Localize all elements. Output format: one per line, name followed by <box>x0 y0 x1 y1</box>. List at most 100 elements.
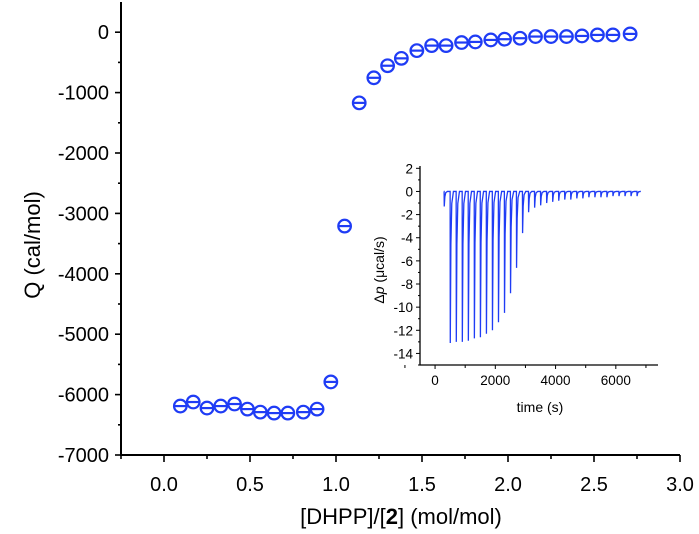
inset-plot: 2 0 -2 -4 -6 -8 -10 -12 -14 0 2000 4000 6000 <box>393 161 658 388</box>
data-point <box>605 27 621 43</box>
y-tick-label: -5000 <box>58 324 109 346</box>
inset-ylabel: Δp (μcal/s) <box>371 236 387 303</box>
data-point-circle <box>252 404 268 420</box>
data-point <box>185 394 201 410</box>
data-point <box>380 58 396 74</box>
inset-y-tick-label: -2 <box>401 208 413 223</box>
inset-y-tick-label: -14 <box>393 346 413 361</box>
inset-x-tick-label: 0 <box>431 373 439 388</box>
data-point <box>512 30 528 46</box>
data-point-circle <box>280 405 296 421</box>
data-point <box>240 401 255 417</box>
data-point <box>497 31 512 47</box>
data-point-circle <box>512 30 528 46</box>
data-point-circle <box>213 398 229 414</box>
y-tick-label: -6000 <box>58 385 109 407</box>
data-point <box>559 29 574 44</box>
data-point-circle <box>351 95 367 111</box>
data-point-circle <box>172 398 188 414</box>
inset-y-tick-label: -10 <box>393 300 413 315</box>
inset-y-tick-label: -4 <box>401 231 413 246</box>
data-point-circle <box>295 404 311 420</box>
data-point <box>227 396 242 412</box>
data-point <box>252 404 268 420</box>
data-point <box>295 404 311 420</box>
data-point <box>454 35 469 50</box>
data-point-circle <box>409 43 425 59</box>
data-point <box>213 398 229 414</box>
data-point <box>590 27 605 43</box>
data-point-circle <box>323 374 339 390</box>
data-point <box>424 38 440 54</box>
data-point-circle <box>528 29 543 44</box>
data-point-circle <box>366 70 382 86</box>
data-point <box>438 38 454 54</box>
y-tick-label: 0 <box>98 22 109 44</box>
data-point-circle <box>497 31 512 47</box>
y-tick-label: -2000 <box>58 143 109 165</box>
data-point <box>309 401 325 417</box>
data-point-circle <box>483 32 499 48</box>
data-point-circle <box>309 401 325 417</box>
data-point <box>266 405 282 421</box>
x-tick-label: 2.5 <box>580 474 608 496</box>
inset-x-tick-label: 6000 <box>601 373 631 388</box>
data-point <box>528 29 543 44</box>
x-tick-label: 0.0 <box>150 474 178 496</box>
data-point-circle <box>590 27 605 43</box>
main-ylabel: Q (cal/mol) <box>20 191 45 299</box>
thermogram-trace <box>443 190 641 344</box>
data-point-circle <box>605 27 621 43</box>
data-point-circle <box>622 26 638 42</box>
data-point-circle <box>574 28 590 44</box>
data-point <box>351 95 367 111</box>
data-point-circle <box>424 38 440 54</box>
data-point-circle <box>199 400 215 416</box>
data-point <box>393 50 409 66</box>
main-axes <box>120 2 680 456</box>
data-point <box>409 43 425 59</box>
x-tick-label: 0.5 <box>236 474 264 496</box>
data-point <box>574 28 590 44</box>
inset-y-tick-label: 0 <box>405 184 413 199</box>
data-point-circle <box>559 29 574 44</box>
y-tick-label: -1000 <box>58 83 109 105</box>
data-point-circle <box>337 218 353 234</box>
x-tick-label: 1.5 <box>408 474 436 496</box>
data-point <box>280 405 296 421</box>
data-point-circle <box>454 35 469 50</box>
y-tick-label: -7000 <box>58 445 109 467</box>
data-point <box>366 70 382 86</box>
inset-y-tick-label: -6 <box>401 254 413 269</box>
data-point <box>483 32 499 48</box>
data-point <box>622 26 638 42</box>
data-point <box>199 400 215 416</box>
x-tick-label: 2.0 <box>494 474 522 496</box>
data-point <box>323 374 339 390</box>
inset-x-tick-label: 2000 <box>480 373 510 388</box>
data-point-circle <box>393 50 409 66</box>
data-point <box>337 218 353 234</box>
inset-y-tick-label: -12 <box>393 323 413 338</box>
data-point-circle <box>227 396 242 412</box>
inset-y-tick-label: 2 <box>405 161 413 176</box>
data-point-circle <box>543 29 559 44</box>
inset-y-tick-label: -8 <box>401 277 413 292</box>
data-point <box>543 29 559 44</box>
inset-xlabel: time (s) <box>517 399 564 415</box>
y-tick-label: -3000 <box>58 203 109 225</box>
y-tick-label: -4000 <box>58 264 109 286</box>
data-point <box>172 398 188 414</box>
data-point-circle <box>380 58 396 74</box>
data-point-circle <box>467 34 483 50</box>
main-xlabel: [DHPP]/[2] (mol/mol) <box>300 504 502 529</box>
data-point-circle <box>185 394 201 410</box>
x-tick-label: 1.0 <box>322 474 350 496</box>
inset-x-tick-label: 4000 <box>541 373 571 388</box>
data-point <box>467 34 483 50</box>
data-point-circle <box>266 405 282 421</box>
x-tick-label: 3.0 <box>666 474 694 496</box>
data-point-circle <box>438 38 454 54</box>
